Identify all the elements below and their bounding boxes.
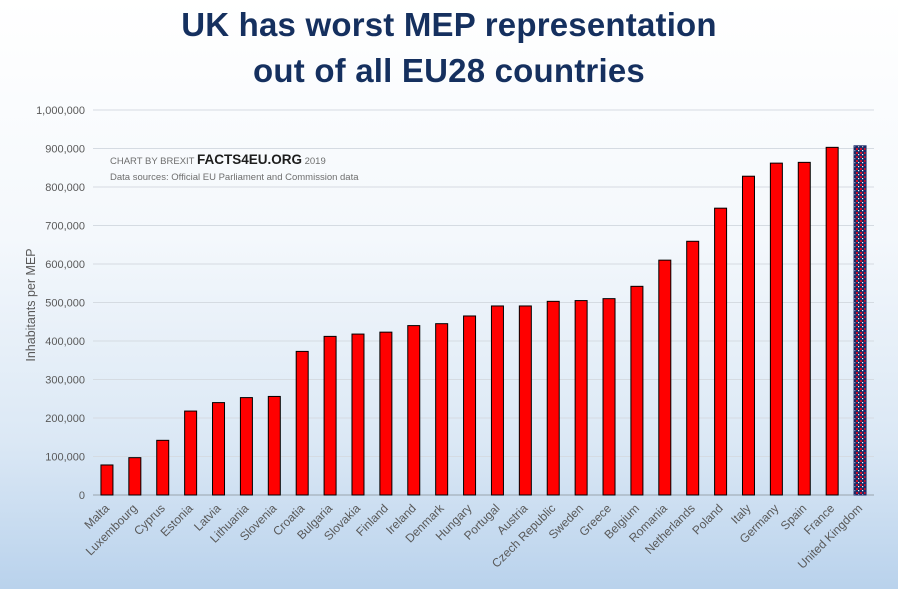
bar-luxembourg [128, 457, 142, 496]
bar-malta [100, 464, 114, 496]
bar-slovakia [351, 333, 365, 496]
y-tick-label: 700,000 [45, 221, 85, 233]
bar-latvia [212, 402, 226, 496]
bar-bulgaria [323, 335, 337, 496]
bar-lithuania [239, 397, 253, 496]
y-tick-label: 100,000 [45, 452, 85, 464]
data-sources-note: Data sources: Official EU Parliament and… [110, 172, 359, 183]
bar-italy [741, 175, 755, 496]
y-tick-label: 300,000 [45, 375, 85, 387]
bar-sweden [574, 300, 588, 496]
bar-slovenia [267, 395, 281, 496]
bar-czech-republic [546, 300, 560, 496]
y-tick-label: 400,000 [45, 336, 85, 348]
bar-france [825, 146, 839, 496]
chart-title-line-1: UK has worst MEP representation [181, 6, 717, 43]
bar-germany [769, 162, 783, 496]
bar-finland [379, 331, 393, 496]
y-tick-label: 600,000 [45, 259, 85, 271]
bar-austria [518, 305, 532, 496]
bar-estonia [184, 410, 198, 496]
bar-netherlands [686, 240, 700, 496]
bar-cyprus [156, 439, 170, 496]
credit-year: 2019 [304, 156, 326, 167]
bar-united-kingdom [853, 145, 867, 496]
x-tick-label: Finland [353, 501, 391, 539]
y-tick-label: 200,000 [45, 413, 85, 425]
y-tick-label: 1,000,000 [36, 105, 85, 117]
bar-ireland [407, 325, 421, 496]
bar-spain [797, 161, 811, 496]
bar-belgium [630, 285, 644, 496]
y-tick-label: 500,000 [45, 298, 85, 310]
chart-credit: CHART BY BREXIT FACTS4EU.ORG 2019 [110, 152, 326, 167]
y-tick-label: 0 [79, 490, 85, 502]
bar-croatia [295, 350, 309, 496]
bar-portugal [490, 305, 504, 496]
bar-poland [714, 207, 728, 496]
x-tick-label: Poland [689, 501, 725, 537]
bar-romania [658, 259, 672, 496]
bar-hungary [463, 315, 477, 496]
chart-title-line-2: out of all EU28 countries [253, 52, 645, 89]
y-tick-label: 800,000 [45, 182, 85, 194]
bar-greece [602, 298, 616, 496]
credit-prefix: CHART BY BREXIT [110, 156, 195, 167]
bar-denmark [435, 323, 449, 496]
credit-brand: FACTS4EU.ORG [196, 152, 302, 167]
y-tick-label: 900,000 [45, 144, 85, 156]
